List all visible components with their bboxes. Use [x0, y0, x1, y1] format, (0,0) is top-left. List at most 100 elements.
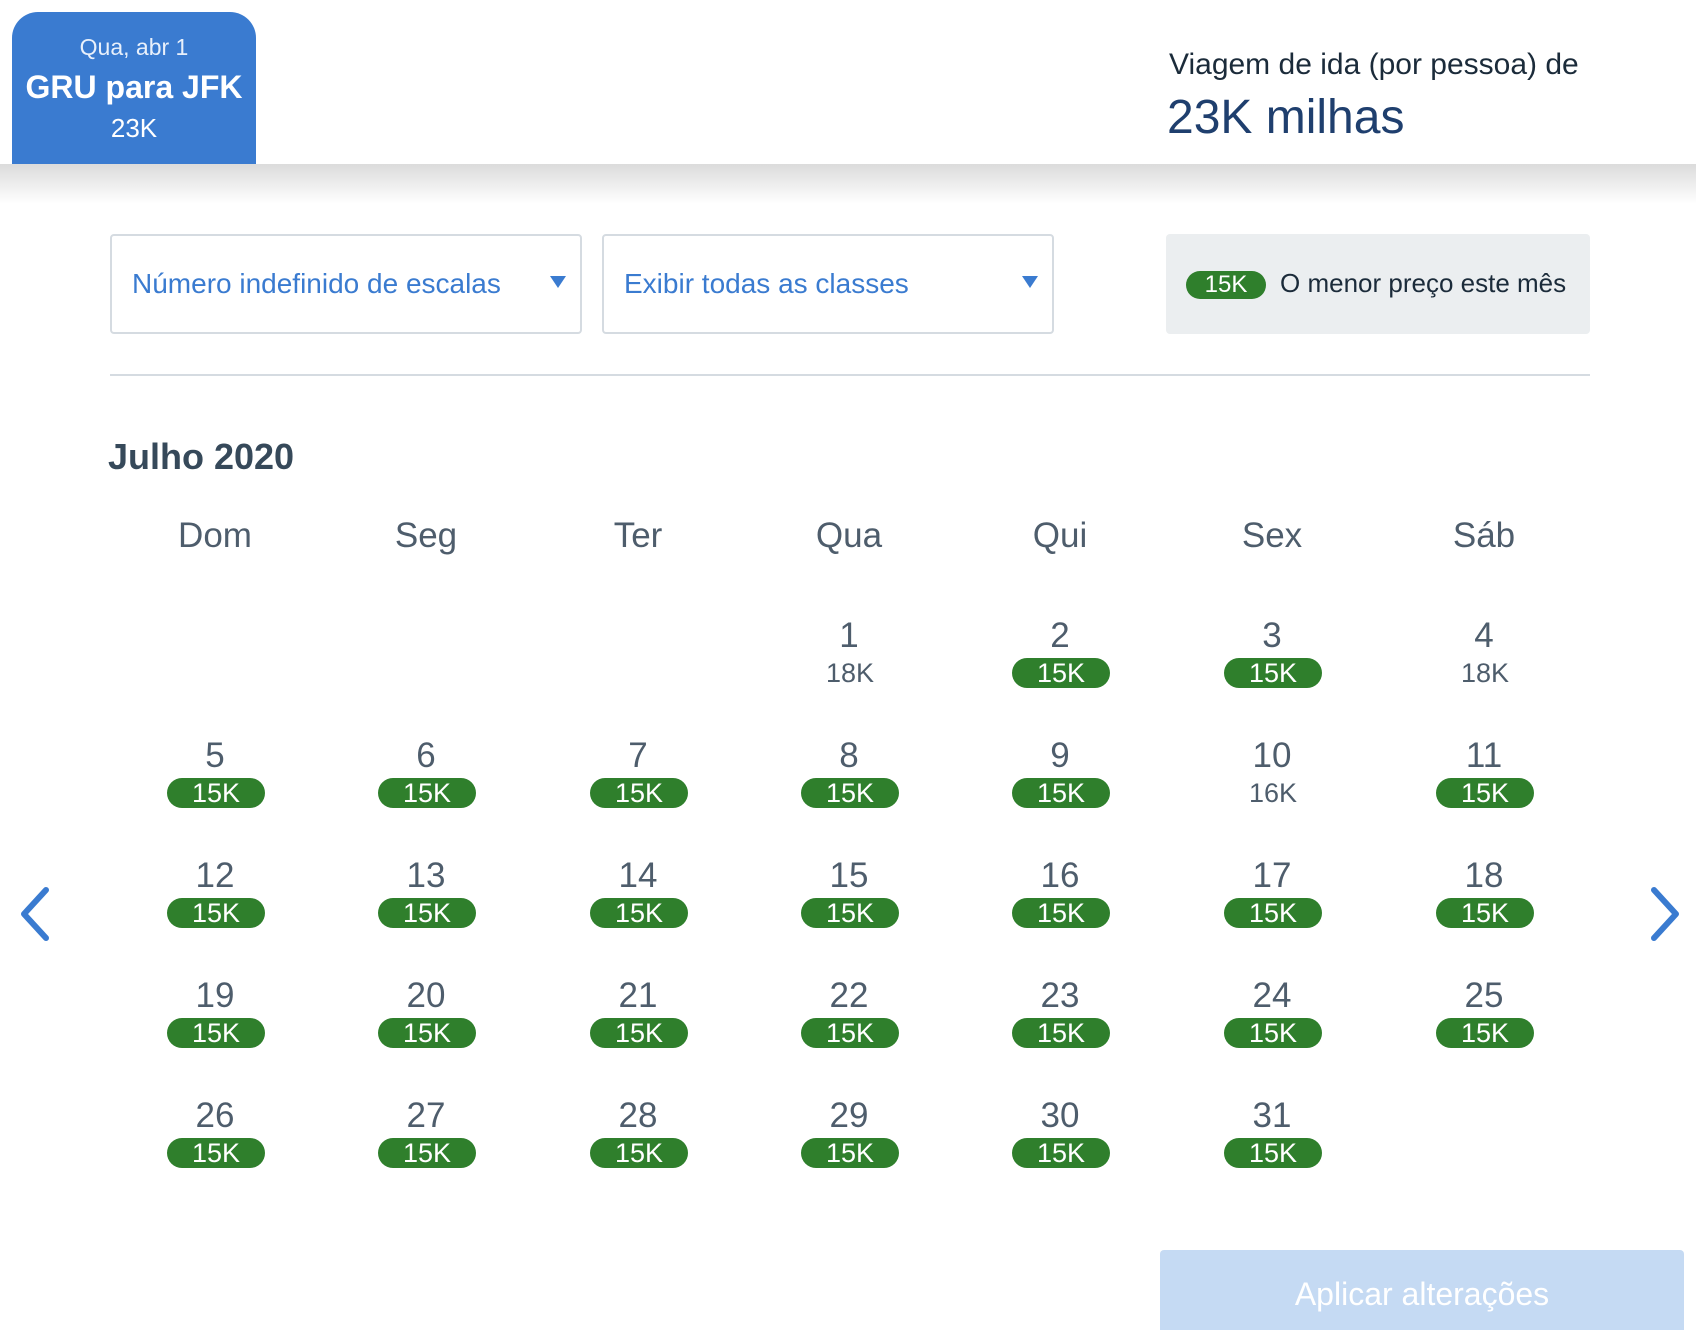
classes-dropdown-value: Exibir todas as classes: [624, 268, 909, 299]
calendar-day[interactable]: 23 15K: [980, 976, 1140, 1076]
oneway-fare-label: Viagem de ida (por pessoa) de: [1169, 48, 1579, 81]
lowest-price-pill: 15K: [1224, 1138, 1322, 1168]
lowest-price-pill: 15K: [801, 778, 899, 808]
lowest-price-pill: 15K: [1012, 1138, 1110, 1168]
day-number: 6: [416, 736, 436, 775]
calendar-day[interactable]: 29 15K: [769, 1096, 929, 1196]
calendar-day[interactable]: 22 15K: [769, 976, 929, 1076]
calendar-day[interactable]: 19 15K: [135, 976, 295, 1076]
weekday-header: Sáb: [1452, 516, 1516, 555]
calendar-day[interactable]: 30 15K: [980, 1096, 1140, 1196]
calendar-day[interactable]: 14 15K: [558, 856, 718, 956]
weekday-header: Qui: [1032, 516, 1088, 555]
calendar-day[interactable]: 25 15K: [1404, 976, 1564, 1076]
trip-header: Qua, abr 1 GRU para JFK 23K Viagem de id…: [0, 0, 1696, 164]
calendar-day[interactable]: 5 15K: [135, 736, 295, 836]
chevron-right-icon[interactable]: [1644, 884, 1684, 944]
legend-text: O menor preço este mês: [1280, 268, 1567, 298]
calendar-day[interactable]: 12 15K: [135, 856, 295, 956]
day-number: 21: [618, 976, 658, 1015]
lowest-price-pill: 15K: [801, 898, 899, 928]
weekday-header: Qua: [815, 516, 883, 555]
stops-dropdown[interactable]: Número indefinido de escalas: [110, 234, 582, 334]
calendar-day[interactable]: 31 15K: [1192, 1096, 1352, 1196]
calendar-day[interactable]: 8 15K: [769, 736, 929, 836]
lowest-price-pill: 15K: [801, 1138, 899, 1168]
lowest-price-pill: 15K: [1224, 658, 1322, 688]
calendar-day[interactable]: 27 15K: [346, 1096, 506, 1196]
lowest-price-legend: 15K O menor preço este mês: [1166, 234, 1590, 334]
trip-tab-price: 23K: [110, 113, 158, 143]
calendar-day[interactable]: 18 15K: [1404, 856, 1564, 956]
calendar-day[interactable]: 24 15K: [1192, 976, 1352, 1076]
day-number: 16: [1040, 856, 1080, 895]
calendar-day[interactable]: 26 15K: [135, 1096, 295, 1196]
day-number: 4: [1474, 616, 1494, 655]
day-number: 7: [628, 736, 648, 775]
day-price: 16K: [1248, 778, 1298, 808]
calendar-day[interactable]: 4 18K: [1404, 616, 1564, 716]
calendar-day[interactable]: 20 15K: [346, 976, 506, 1076]
lowest-price-pill: 15K: [1012, 898, 1110, 928]
lowest-price-pill: 15K: [1012, 658, 1110, 688]
trip-tab-gru-jfk[interactable]: Qua, abr 1 GRU para JFK 23K: [12, 12, 256, 164]
day-number: 29: [829, 1096, 869, 1135]
calendar-day[interactable]: 13 15K: [346, 856, 506, 956]
header-shadow: [0, 164, 1696, 204]
day-number: 28: [618, 1096, 658, 1135]
day-price: 18K: [1460, 658, 1510, 688]
day-number: 22: [829, 976, 869, 1015]
lowest-price-pill: 15K: [590, 1138, 688, 1168]
day-number: 25: [1464, 976, 1504, 1015]
weekday-header: Seg: [394, 516, 458, 555]
calendar-day[interactable]: 11 15K: [1404, 736, 1564, 836]
apply-changes-button[interactable]: Aplicar alterações: [1160, 1250, 1684, 1330]
day-number: 3: [1262, 616, 1282, 655]
lowest-price-pill: 15K: [378, 898, 476, 928]
day-number: 12: [195, 856, 235, 895]
lowest-price-pill: 15K: [1224, 898, 1322, 928]
calendar-day[interactable]: 15 15K: [769, 856, 929, 956]
day-number: 18: [1464, 856, 1504, 895]
lowest-price-pill: 15K: [167, 1138, 265, 1168]
lowest-price-pill: 15K: [167, 1018, 265, 1048]
day-number: 15: [829, 856, 869, 895]
lowest-price-pill: 15K: [167, 898, 265, 928]
lowest-price-pill: 15K: [378, 778, 476, 808]
lowest-price-pill: 15K: [167, 778, 265, 808]
lowest-price-pill: 15K: [801, 1018, 899, 1048]
calendar-day[interactable]: 21 15K: [558, 976, 718, 1076]
calendar-day[interactable]: 3 15K: [1192, 616, 1352, 716]
day-number: 30: [1040, 1096, 1080, 1135]
day-number: 31: [1252, 1096, 1292, 1135]
day-number: 11: [1465, 736, 1503, 775]
weekday-header: Ter: [613, 516, 663, 555]
classes-dropdown[interactable]: Exibir todas as classes: [602, 234, 1054, 334]
calendar-day[interactable]: 10 16K: [1192, 736, 1352, 836]
day-number: 20: [406, 976, 446, 1015]
caret-down-icon: [550, 276, 566, 288]
calendar-day[interactable]: 1 18K: [769, 616, 929, 716]
calendar-day[interactable]: 9 15K: [980, 736, 1140, 836]
day-number: 1: [839, 616, 859, 655]
caret-down-icon: [1022, 276, 1038, 288]
day-number: 17: [1252, 856, 1292, 895]
calendar-day[interactable]: 7 15K: [558, 736, 718, 836]
day-number: 24: [1252, 976, 1292, 1015]
day-number: 19: [195, 976, 235, 1015]
weekday-header: Dom: [178, 516, 252, 555]
lowest-price-pill: 15K: [590, 1018, 688, 1048]
calendar-day[interactable]: 16 15K: [980, 856, 1140, 956]
divider: [110, 374, 1590, 376]
trip-tab-route: GRU para JFK: [25, 69, 243, 105]
trip-tab-date: Qua, abr 1: [79, 34, 189, 60]
day-number: 27: [406, 1096, 446, 1135]
calendar-day[interactable]: 2 15K: [980, 616, 1140, 716]
day-number: 5: [205, 736, 225, 775]
calendar-day[interactable]: 6 15K: [346, 736, 506, 836]
calendar-day[interactable]: 17 15K: [1192, 856, 1352, 956]
calendar-day[interactable]: 28 15K: [558, 1096, 718, 1196]
day-number: 2: [1050, 616, 1070, 655]
chevron-left-icon[interactable]: [16, 884, 56, 944]
day-number: 10: [1252, 736, 1292, 775]
